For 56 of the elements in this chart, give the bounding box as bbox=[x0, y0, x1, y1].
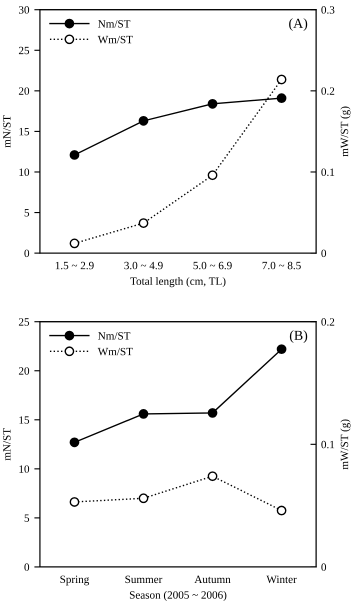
y2-axis-title: mW/ST (g) bbox=[340, 106, 350, 157]
annotation: (B) bbox=[290, 330, 308, 343]
point bbox=[138, 409, 148, 419]
point bbox=[70, 150, 80, 160]
y2-tick-label: 0.2 bbox=[321, 87, 334, 95]
y-tick-label: 30 bbox=[18, 6, 30, 14]
point bbox=[208, 408, 218, 418]
legend-label: Wm/ST bbox=[98, 36, 133, 44]
legend-label: Nm/ST bbox=[98, 332, 130, 340]
y-tick-label: 25 bbox=[18, 318, 30, 326]
y-tick-label: 15 bbox=[19, 416, 30, 424]
x-tick-label: 1.5 ~ 2.9 bbox=[56, 262, 94, 270]
point bbox=[208, 98, 218, 109]
point bbox=[276, 344, 286, 354]
y-axis-title: mN/ST bbox=[3, 428, 11, 460]
x-tick-label: Spring bbox=[60, 576, 90, 586]
x-tick-label: 7.0 ~ 8.5 bbox=[262, 262, 301, 270]
y-tick-label: 25 bbox=[18, 46, 30, 54]
point bbox=[276, 93, 286, 104]
x-tick-label: 5.0 ~ 6.9 bbox=[194, 262, 232, 270]
x-tick-label: Autumn bbox=[194, 576, 231, 584]
y-tick-label: 5 bbox=[24, 209, 30, 217]
y2-tick-label: 0.1 bbox=[321, 168, 334, 176]
point bbox=[138, 218, 148, 228]
point bbox=[70, 497, 80, 507]
y-tick-label: 10 bbox=[19, 168, 30, 176]
x-tick-label: Winter bbox=[266, 576, 297, 584]
x-axis-title: Total length (cm, TL) bbox=[130, 277, 226, 288]
point bbox=[138, 116, 148, 126]
y2-tick-label: 0.1 bbox=[321, 440, 334, 448]
legend-label: Nm/ST bbox=[98, 20, 130, 28]
point bbox=[138, 493, 148, 504]
y-tick-label: 5 bbox=[24, 514, 30, 522]
y2-axis-title: mW/ST (g) bbox=[340, 419, 350, 470]
x-tick-label: Summer bbox=[125, 576, 162, 584]
point bbox=[276, 506, 286, 516]
y-tick-label: 0 bbox=[24, 563, 30, 571]
y-tick-label: 20 bbox=[18, 367, 30, 375]
legend-label: Wm/ST bbox=[98, 348, 133, 356]
point bbox=[70, 238, 80, 248]
x-tick-label: 3.0 ~ 4.9 bbox=[124, 262, 163, 270]
x-axis-title: Season (2005 ~ 2006) bbox=[130, 590, 226, 601]
point bbox=[276, 74, 286, 84]
y2-tick-label: 0 bbox=[321, 250, 326, 258]
y2-tick-label: 0.2 bbox=[321, 318, 334, 326]
point bbox=[70, 438, 80, 448]
y-tick-label: 0 bbox=[24, 250, 30, 258]
point bbox=[208, 170, 218, 180]
annotation: (A) bbox=[289, 18, 308, 31]
y-tick-label: 10 bbox=[19, 465, 30, 473]
y-axis-title: mN/ST bbox=[3, 115, 11, 148]
point bbox=[208, 471, 218, 482]
y2-tick-label: 0.3 bbox=[321, 6, 334, 14]
y-tick-label: 15 bbox=[19, 128, 30, 136]
y2-tick-label: 0 bbox=[321, 563, 326, 571]
y-tick-label: 20 bbox=[18, 87, 30, 95]
